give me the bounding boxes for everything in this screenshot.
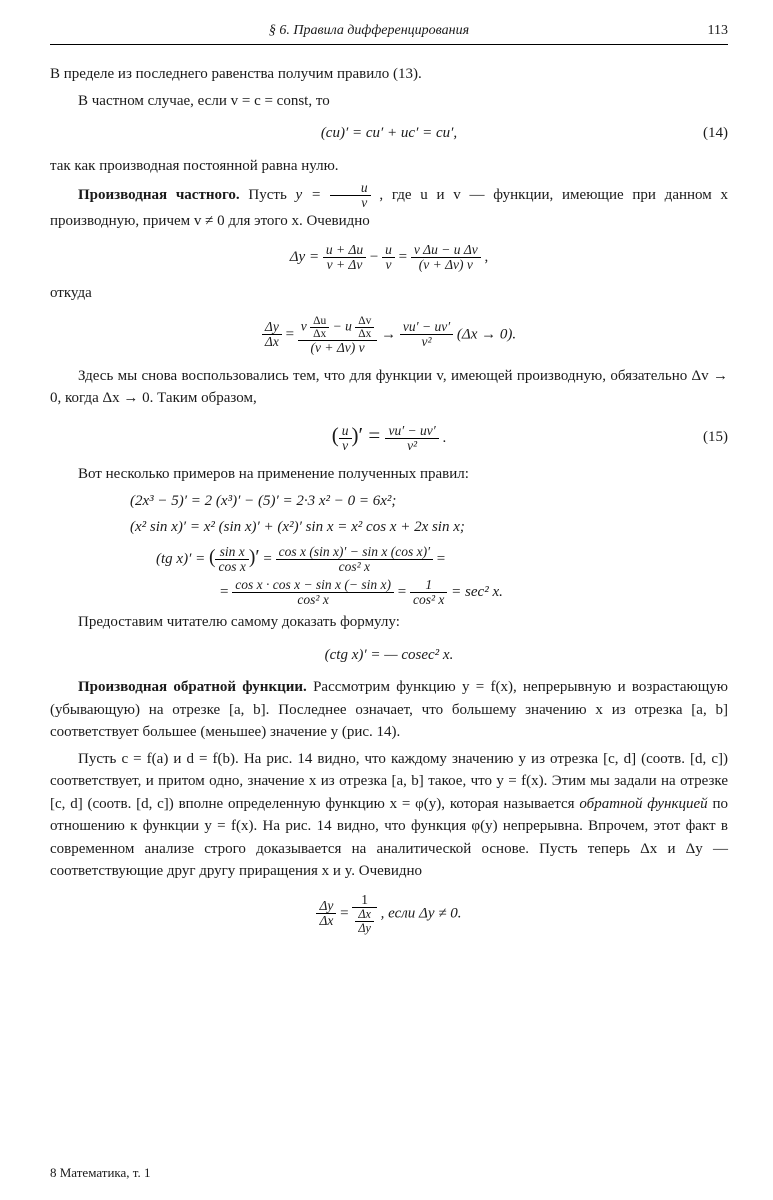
paragraph-7: Вот несколько примеров на применение пол… xyxy=(50,463,728,486)
paragraph-5: откуда xyxy=(50,282,728,305)
paragraph-10: Пусть c = f(a) и d = f(b). На рис. 14 ви… xyxy=(50,748,728,883)
examples-block: (2x³ − 5)′ = 2 (x³)′ − (5)′ = 2·3 x² − 0… xyxy=(130,490,728,608)
paragraph-8: Предоставим читателю самому доказать фор… xyxy=(50,611,728,634)
running-header: § 6. Правила дифференцирования 113 xyxy=(50,20,728,45)
example-1: (2x³ − 5)′ = 2 (x³)′ − (5)′ = 2·3 x² − 0… xyxy=(130,490,728,513)
equation-15-number: (15) xyxy=(703,425,728,448)
header-title: § 6. Правила дифференцирования xyxy=(50,20,688,41)
example-3a: (tg x)′ = (sin xcos x)′ = cos x (sin x)′… xyxy=(156,543,728,574)
paragraph-9: Производная обратной функции. Рассмотрим… xyxy=(50,676,728,744)
equation-15: (uv)′ = vu′ − uv′v² . (15) xyxy=(50,420,728,453)
paragraph-2: В частном случае, если v = c = const, то xyxy=(50,90,728,113)
subheading-quotient: Производная частного. xyxy=(78,187,240,203)
subheading-inverse: Производная обратной функции. xyxy=(78,679,307,695)
example-3b: = cos x · cos x − sin x (− sin x)cos² x … xyxy=(220,578,728,607)
page-number: 113 xyxy=(688,20,728,41)
example-2: (x² sin x)′ = x² (sin x)′ + (x²)′ sin x … xyxy=(130,516,728,539)
equation-ctg: (ctg x)′ = — cosec² x. xyxy=(50,644,728,667)
paragraph-1: В пределе из последнего равенства получи… xyxy=(50,63,728,86)
page-footer: 8 Математика, т. 1 xyxy=(50,1163,151,1183)
paragraph-3: так как производная постоянной равна нул… xyxy=(50,155,728,178)
equation-14-number: (14) xyxy=(703,122,728,145)
paragraph-4: Производная частного. Пусть y = uv , где… xyxy=(50,181,728,233)
equation-inverse: ΔyΔx = 1ΔxΔy , если Δy ≠ 0. xyxy=(50,893,728,935)
equation-delta-y: Δy = u + Δuv + Δv − uv = v Δu − u Δv(v +… xyxy=(50,243,728,272)
paragraph-6: Здесь мы снова воспользовались тем, что … xyxy=(50,365,728,410)
equation-14: (cu)′ = cu′ + uc′ = cu′, (14) xyxy=(50,122,728,145)
equation-ratio: ΔyΔx = v ΔuΔx − u ΔvΔx(v + Δv) v → vu′ −… xyxy=(50,315,728,355)
